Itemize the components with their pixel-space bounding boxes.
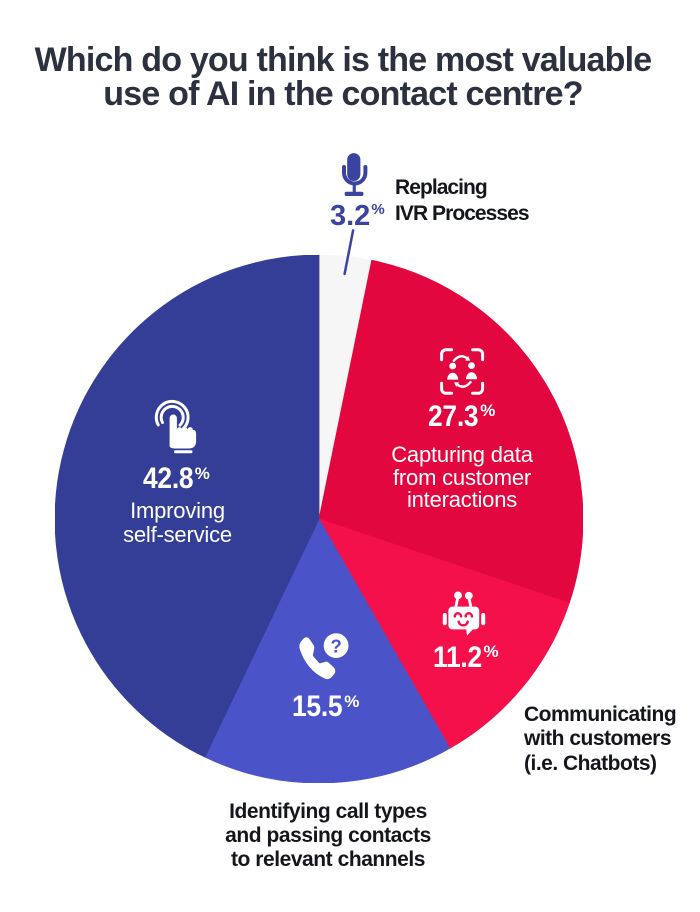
svg-text:?: ? xyxy=(330,635,341,656)
